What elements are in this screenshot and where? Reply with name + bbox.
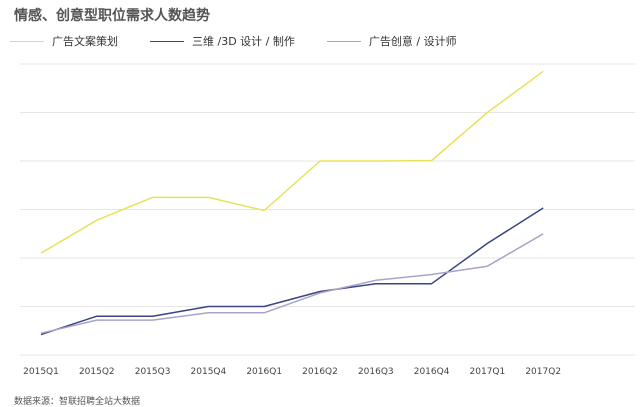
legend-label-ad-creative: 广告创意 / 设计师 bbox=[368, 35, 457, 48]
x-tick-label: 2016Q1 bbox=[246, 367, 282, 377]
x-tick-label: 2016Q2 bbox=[302, 367, 338, 377]
chart-legend: 广告文案策划 三维 /3D 设计 / 制作 广告创意 / 设计师 bbox=[10, 33, 489, 49]
x-tick-label: 2016Q4 bbox=[414, 367, 450, 377]
x-tick-label: 2015Q2 bbox=[79, 367, 115, 377]
data-source-note: 数据来源：智联招聘全站大数据 bbox=[14, 397, 141, 407]
x-tick-label: 2015Q1 bbox=[23, 367, 59, 377]
series-line-1 bbox=[40, 207, 544, 336]
x-tick-label: 2017Q2 bbox=[525, 367, 561, 377]
series-line-2 bbox=[40, 233, 544, 334]
chart-gridlines bbox=[20, 63, 635, 356]
legend-swatch-3d-design bbox=[150, 40, 184, 42]
chart-series-lines bbox=[40, 70, 544, 336]
series-line-0 bbox=[40, 70, 544, 254]
legend-swatch-ad-copywriting bbox=[10, 40, 44, 42]
legend-item-ad-copywriting: 广告文案策划 bbox=[10, 33, 118, 49]
x-tick-label: 2015Q3 bbox=[135, 367, 171, 377]
legend-label-3d-design: 三维 /3D 设计 / 制作 bbox=[192, 35, 295, 48]
x-tick-label: 2015Q4 bbox=[191, 367, 227, 377]
x-tick-label: 2017Q1 bbox=[470, 367, 506, 377]
legend-swatch-ad-creative bbox=[326, 40, 361, 42]
legend-item-ad-creative: 广告创意 / 设计师 bbox=[326, 33, 457, 49]
chart-x-tick-labels: 2015Q1 2015Q2 2015Q3 2015Q4 2016Q1 2016Q2 2016… bbox=[23, 367, 561, 377]
x-tick-label: 2016Q3 bbox=[358, 367, 394, 377]
legend-label-ad-copywriting: 广告文案策划 bbox=[52, 35, 118, 48]
chart-title: 情感、创意型职位需求人数趋势 bbox=[14, 8, 210, 24]
legend-item-3d-design: 三维 /3D 设计 / 制作 bbox=[150, 33, 295, 49]
